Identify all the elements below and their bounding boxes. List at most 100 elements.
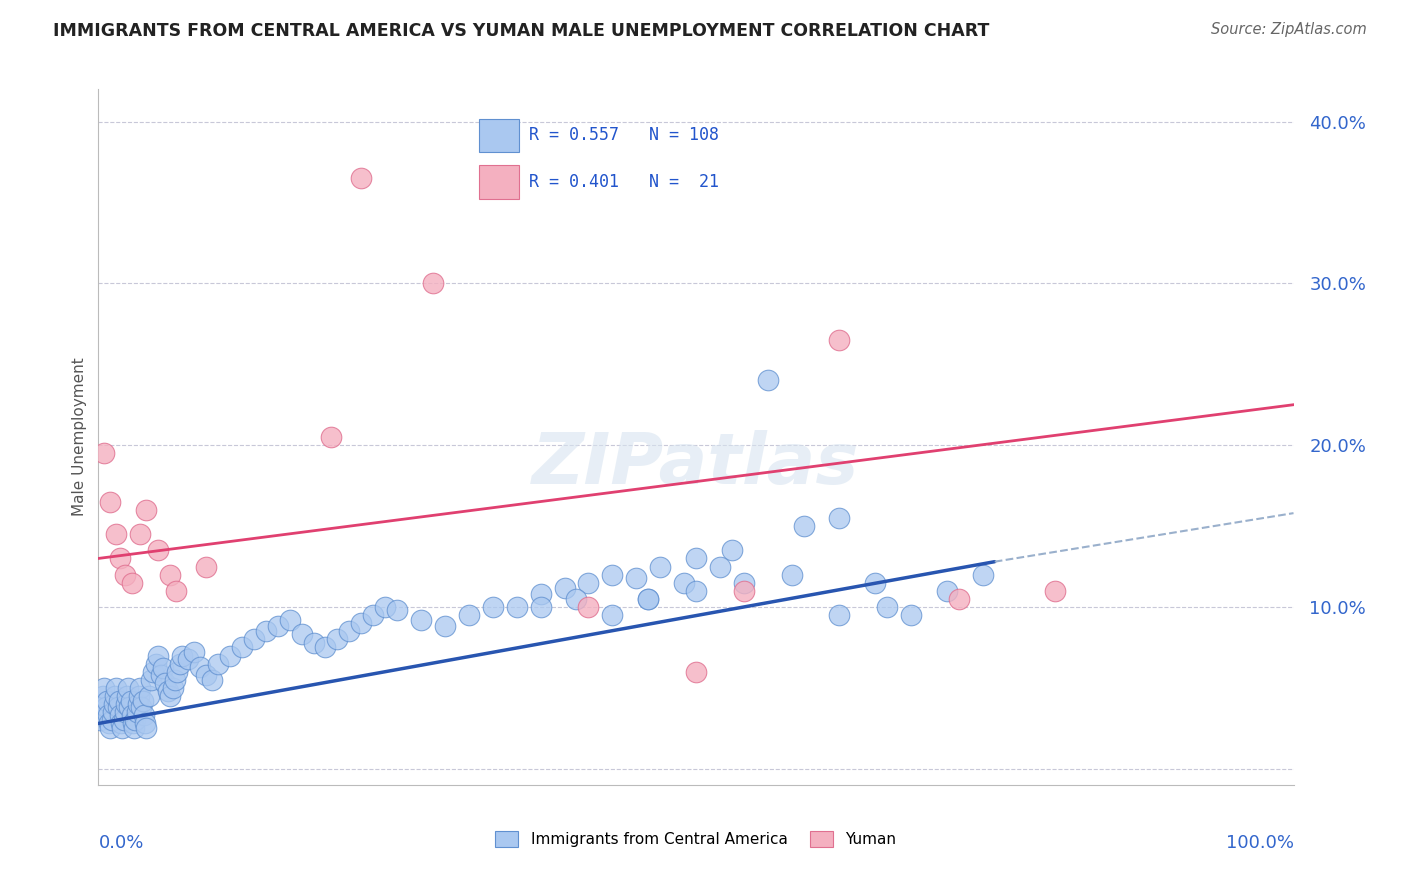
Point: [129, 681, 152, 695]
Point: [162, 681, 184, 695]
Point: [117, 681, 139, 695]
Point: [114, 705, 136, 719]
Point: [481, 599, 505, 614]
Point: [578, 599, 600, 614]
Point: [142, 665, 165, 679]
Point: [96, 694, 118, 708]
Point: [315, 640, 337, 655]
Point: [131, 700, 153, 714]
Point: [780, 567, 803, 582]
Point: [673, 575, 696, 590]
Point: [291, 627, 314, 641]
Point: [132, 708, 155, 723]
Point: [115, 689, 138, 703]
Point: [166, 665, 188, 679]
Point: [554, 581, 576, 595]
Point: [138, 689, 160, 703]
Point: [115, 697, 138, 711]
Point: [91, 697, 114, 711]
Point: [626, 571, 648, 585]
Point: [756, 374, 779, 388]
Point: [100, 713, 122, 727]
Point: [936, 583, 959, 598]
Point: [578, 575, 600, 590]
Point: [243, 632, 266, 647]
Point: [159, 689, 181, 703]
Point: [411, 613, 433, 627]
Point: [685, 665, 707, 679]
Point: [105, 527, 128, 541]
Point: [458, 608, 481, 623]
Point: [145, 657, 167, 671]
Point: [363, 608, 385, 623]
Point: [602, 567, 624, 582]
Point: [1043, 583, 1066, 598]
Point: [201, 673, 224, 687]
Point: [422, 277, 444, 291]
Point: [129, 527, 152, 541]
Point: [135, 722, 157, 736]
Point: [110, 716, 132, 731]
Point: [90, 705, 112, 719]
Legend: Immigrants from Central America, Yuman: Immigrants from Central America, Yuman: [495, 831, 897, 847]
Point: [149, 668, 172, 682]
Text: ZIPatlas: ZIPatlas: [533, 431, 859, 500]
Point: [103, 697, 125, 711]
Point: [231, 640, 253, 655]
Point: [972, 567, 994, 582]
Text: 100.0%: 100.0%: [1226, 834, 1294, 852]
Point: [267, 619, 290, 633]
Point: [131, 694, 153, 708]
Point: [124, 722, 146, 736]
Point: [124, 713, 146, 727]
Point: [709, 559, 731, 574]
Point: [107, 700, 129, 714]
Text: Source: ZipAtlas.com: Source: ZipAtlas.com: [1211, 22, 1367, 37]
Point: [177, 652, 200, 666]
Point: [148, 543, 170, 558]
Point: [793, 519, 815, 533]
Point: [152, 661, 174, 675]
Point: [108, 708, 131, 723]
Point: [127, 697, 149, 711]
Point: [278, 613, 301, 627]
Point: [721, 543, 744, 558]
Point: [155, 676, 177, 690]
Point: [254, 624, 277, 639]
Text: 0.0%: 0.0%: [98, 834, 143, 852]
Point: [128, 689, 150, 703]
Point: [98, 716, 121, 731]
Point: [107, 694, 129, 708]
Point: [828, 333, 851, 347]
Point: [195, 559, 218, 574]
Point: [195, 668, 218, 682]
Point: [434, 619, 457, 633]
Point: [350, 616, 373, 631]
Point: [385, 603, 409, 617]
Point: [112, 713, 135, 727]
Point: [948, 591, 970, 606]
Point: [91, 689, 114, 703]
Point: [530, 587, 553, 601]
Point: [828, 608, 851, 623]
Point: [121, 708, 143, 723]
Point: [900, 608, 922, 623]
Point: [172, 648, 194, 663]
Point: [530, 599, 553, 614]
Point: [93, 446, 115, 460]
Point: [602, 608, 624, 623]
Point: [98, 495, 122, 509]
Point: [114, 567, 136, 582]
Point: [125, 705, 148, 719]
Point: [565, 591, 588, 606]
Point: [374, 599, 396, 614]
Point: [104, 689, 127, 703]
Point: [111, 722, 134, 736]
Y-axis label: Male Unemployment: Male Unemployment: [72, 358, 87, 516]
Point: [93, 681, 115, 695]
Point: [733, 575, 755, 590]
Point: [339, 624, 361, 639]
Point: [685, 583, 707, 598]
Point: [139, 673, 162, 687]
Point: [134, 716, 156, 731]
